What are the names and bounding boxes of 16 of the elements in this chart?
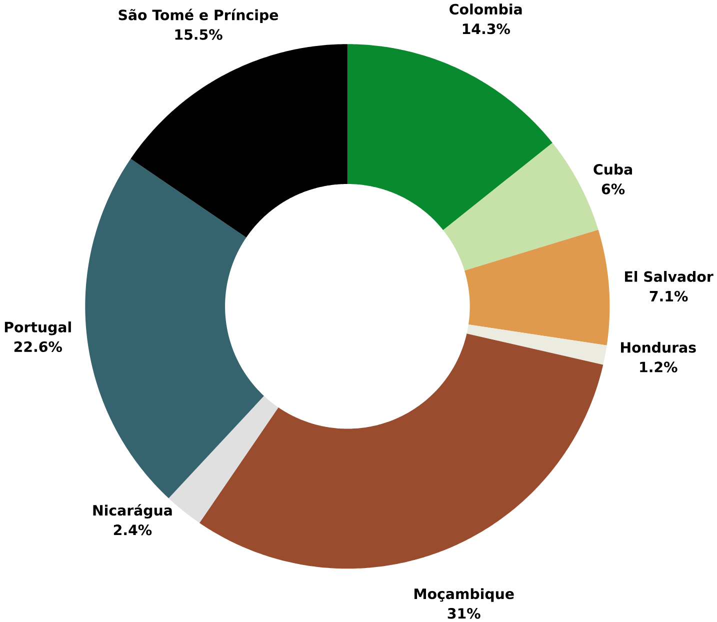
- slice-label: Nicarágua: [93, 504, 172, 518]
- data-label: 2.4%: [114, 524, 152, 536]
- data-label: 1.2%: [640, 361, 678, 372]
- data-label: 22.6%: [14, 341, 62, 352]
- slice-label: Colombia: [450, 3, 522, 14]
- slice-label: Honduras: [621, 342, 696, 353]
- data-label: 31%: [448, 608, 480, 619]
- data-label: 7.1%: [650, 290, 688, 302]
- data-label: 14.3%: [462, 23, 510, 34]
- slice-label: Portugal: [4, 321, 71, 336]
- data-label: 6%: [602, 183, 625, 194]
- slice-label: El Salvador: [625, 270, 714, 282]
- slice-label: São Tomé e Príncipe: [118, 8, 278, 23]
- slice-label: Moçambique: [414, 588, 514, 602]
- slice-label: Cuba: [594, 164, 632, 175]
- data-label: 15.5%: [175, 28, 222, 40]
